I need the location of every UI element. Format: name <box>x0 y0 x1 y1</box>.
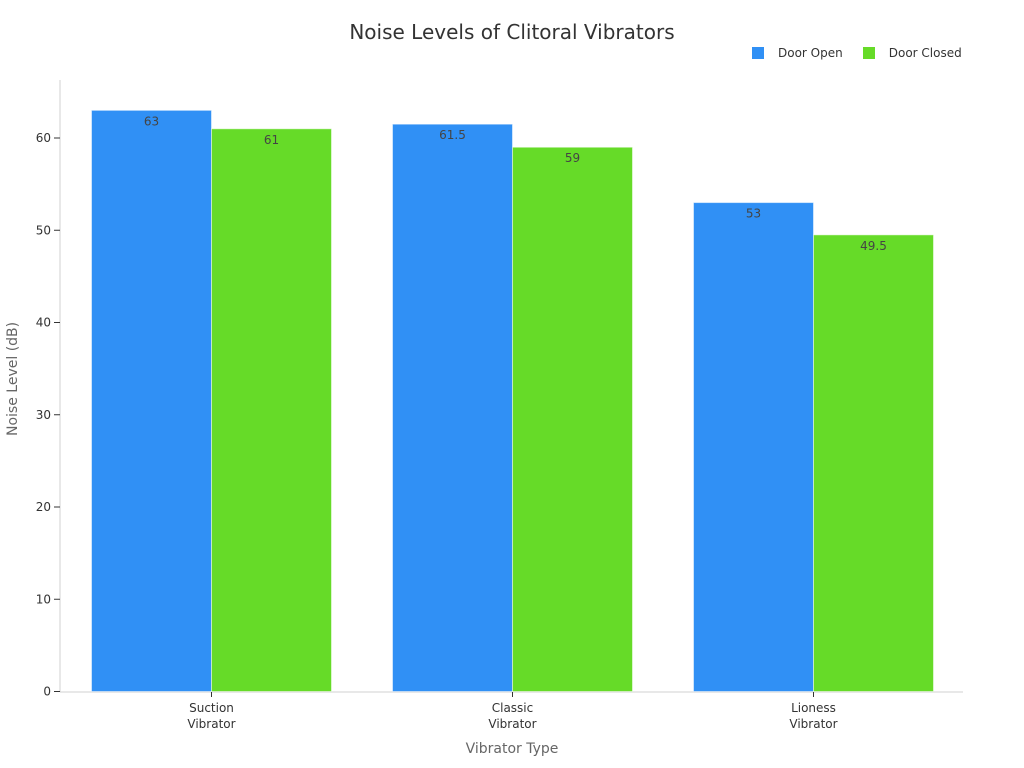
x-tick-label: Vibrator <box>187 717 235 731</box>
bar-door-closed[interactable] <box>813 234 934 693</box>
legend: Door Open Door Closed <box>752 46 982 60</box>
legend-label: Door Closed <box>888 46 962 60</box>
x-tick-label: Vibrator <box>789 717 837 731</box>
y-tick-label: 50 <box>36 223 51 237</box>
x-ticks: Suction Vibrator Classic Vibrator Lioness Vib… <box>187 692 838 731</box>
bar-value-label: 49.5 <box>860 239 887 253</box>
x-axis-title: Vibrator Type <box>465 741 559 757</box>
x-tick-label: Vibrator <box>488 717 536 731</box>
bars: 63 61 61.5 59 53 49.5 <box>91 109 934 693</box>
bar-door-closed[interactable] <box>512 146 633 693</box>
y-tick-label: 10 <box>36 592 51 606</box>
legend-swatch-door-closed <box>862 47 875 59</box>
bar-value-label: 63 <box>144 114 159 128</box>
y-tick-label: 40 <box>36 316 51 330</box>
bar-door-open[interactable] <box>91 109 212 692</box>
bar-value-label: 61 <box>264 133 279 147</box>
chart-title: Noise Levels of Clitoral Vibrators <box>349 20 675 44</box>
x-tick-label: Suction <box>189 701 234 715</box>
legend-swatch-door-open <box>752 47 764 59</box>
bar-door-open[interactable] <box>693 202 814 692</box>
y-tick-label: 20 <box>36 500 51 514</box>
bar-value-label: 61.5 <box>439 128 466 142</box>
x-tick-label: Classic <box>492 701 534 715</box>
bar-value-label: 53 <box>746 207 761 221</box>
bar-door-closed[interactable] <box>211 128 332 692</box>
y-tick-label: 0 <box>43 685 51 699</box>
y-tick-label: 30 <box>36 408 51 422</box>
y-ticks: 0 10 20 30 40 50 60 <box>36 131 60 699</box>
bar-value-label: 59 <box>565 151 580 165</box>
x-tick-label: Lioness <box>791 701 836 715</box>
bar-door-open[interactable] <box>392 123 513 693</box>
legend-item-door-closed[interactable]: Door Closed <box>862 46 962 60</box>
legend-item-door-open[interactable]: Door Open <box>752 46 843 60</box>
legend-label: Door Open <box>778 46 843 60</box>
y-tick-label: 60 <box>36 131 51 145</box>
